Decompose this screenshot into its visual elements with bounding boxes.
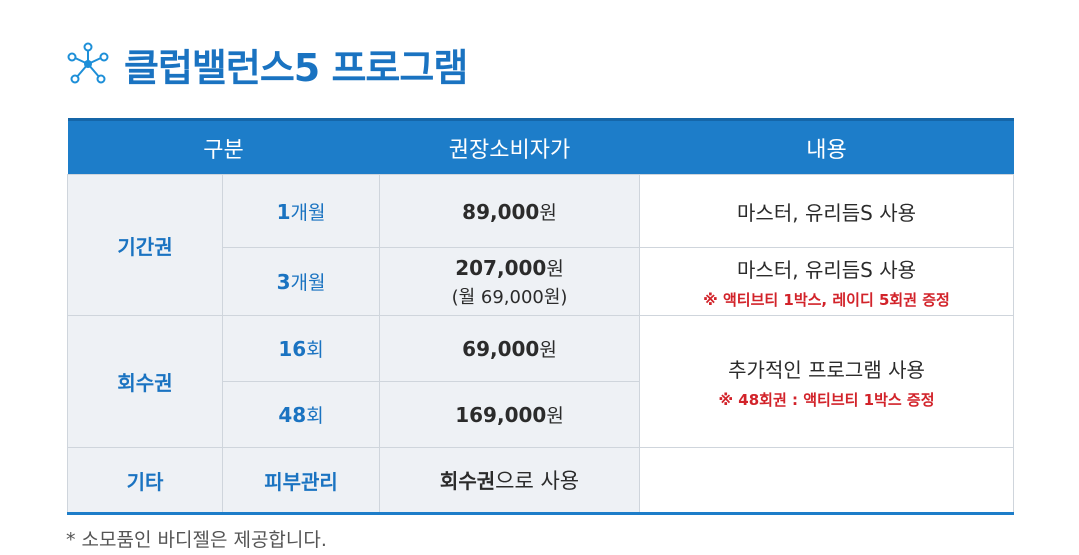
sub-unit: 개월	[290, 201, 326, 224]
price-unit: 원	[546, 258, 564, 280]
table-row: 기타 피부관리 회수권으로 사용	[67, 447, 1015, 515]
sub-unit: 회	[306, 339, 324, 361]
table-row: 48회 169,000원	[68, 381, 1014, 448]
price-value: 207,000	[455, 256, 547, 280]
table-row: 기간권 1개월 89,000원 마스터, 유리듬S 사용	[67, 174, 1015, 316]
header-content: 내용	[639, 118, 1014, 175]
content-cell: 마스터, 유리듬S 사용	[639, 174, 1015, 248]
footnote: * 소모품인 바디젤은 제공합니다.	[66, 529, 327, 551]
price-value: 169,000	[455, 403, 547, 427]
content-cell	[639, 447, 1015, 515]
price-value: 회수권	[439, 469, 496, 493]
sub-number: 3	[276, 270, 291, 294]
price-value: 69,000	[462, 337, 540, 361]
price-rest: 으로 사용	[495, 469, 580, 493]
subcategory-skincare: 피부관리	[221, 447, 381, 515]
price-cell: 회수권으로 사용	[379, 447, 641, 515]
bonus-note: ※ 48회권 : 액티브티 1박스 증정	[718, 390, 935, 409]
sub-unit: 회	[306, 405, 324, 427]
content-cell: 마스터, 유리듬S 사용 ※ 액티브티 1박스, 레이디 5회권 증정	[639, 247, 1015, 316]
content-cell: 추가적인 프로그램 사용 ※ 48회권 : 액티브티 1박스 증정	[639, 315, 1015, 448]
price-value: 89,000	[462, 199, 540, 224]
content-text: 추가적인 프로그램 사용	[728, 357, 925, 382]
price-cell: 89,000원	[379, 174, 641, 248]
price-table: 구분 권장소비자가 내용 기간권 1개월 89,000원 마스터, 유리듬S 사…	[67, 118, 1015, 515]
sub-number: 48	[278, 403, 307, 427]
price-unit: 원	[546, 405, 564, 427]
bonus-note: ※ 액티브티 1박스, 레이디 5회권 증정	[703, 290, 950, 309]
title-row: 클럽밸런스5 프로그램	[66, 34, 468, 94]
page-title: 클럽밸런스5 프로그램	[124, 45, 468, 90]
sub-number: 1	[276, 199, 291, 224]
price-cell: 169,000원	[379, 381, 641, 448]
sub-number: 16	[278, 337, 307, 361]
price-unit: 원	[539, 339, 557, 361]
category-session: 회수권	[67, 315, 223, 448]
table-header-row: 구분 권장소비자가 내용	[67, 118, 1014, 175]
subcategory-cell: 1개월	[221, 174, 381, 248]
content-text: 마스터, 유리듬S 사용	[737, 257, 916, 282]
category-period: 기간권	[67, 174, 223, 316]
table-row: 3개월 207,000원 (월 69,000원) 마스터, 유리듬S 사용 ※ 액티…	[68, 247, 1015, 316]
subcategory-cell: 3개월	[221, 247, 381, 316]
monthly-price: (월 69,000원)	[451, 287, 568, 308]
price-cell: 207,000원 (월 69,000원)	[379, 247, 641, 316]
price-unit: 원	[539, 201, 557, 224]
category-other: 기타	[67, 447, 223, 515]
subcategory-cell: 48회	[221, 381, 381, 448]
price-cell: 69,000원	[379, 315, 641, 382]
table-row: 회수권 16회 69,000원 추가적인 프로그램 사용 ※ 48회권 : 액티브…	[67, 315, 1015, 448]
network-icon	[67, 42, 109, 84]
header-category: 구분	[67, 118, 380, 175]
header-price: 권장소비자가	[379, 118, 640, 175]
sub-unit: 개월	[290, 272, 326, 294]
subcategory-cell: 16회	[221, 315, 381, 382]
